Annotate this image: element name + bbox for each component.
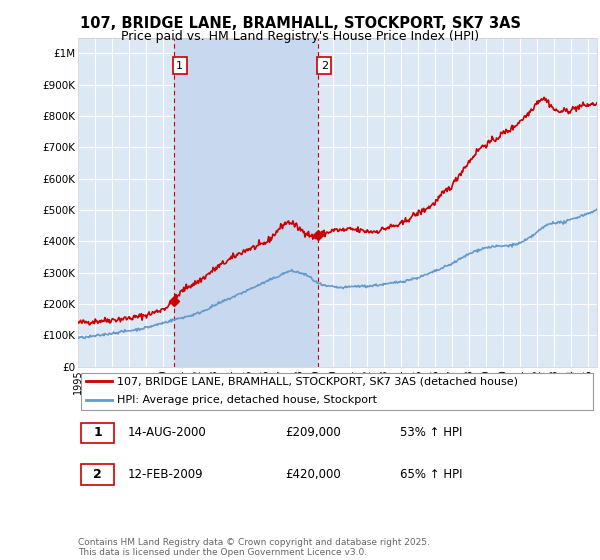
Text: HPI: Average price, detached house, Stockport: HPI: Average price, detached house, Stoc… <box>117 395 377 405</box>
Text: £420,000: £420,000 <box>286 468 341 481</box>
Text: 107, BRIDGE LANE, BRAMHALL, STOCKPORT, SK7 3AS: 107, BRIDGE LANE, BRAMHALL, STOCKPORT, S… <box>79 16 521 31</box>
Text: 65% ↑ HPI: 65% ↑ HPI <box>400 468 462 481</box>
Text: 12-FEB-2009: 12-FEB-2009 <box>127 468 203 481</box>
Text: 53% ↑ HPI: 53% ↑ HPI <box>400 426 462 440</box>
Text: 14-AUG-2000: 14-AUG-2000 <box>127 426 206 440</box>
FancyBboxPatch shape <box>80 423 115 443</box>
Text: 1: 1 <box>176 60 183 71</box>
FancyBboxPatch shape <box>80 464 115 484</box>
Text: Price paid vs. HM Land Registry's House Price Index (HPI): Price paid vs. HM Land Registry's House … <box>121 30 479 43</box>
Text: Contains HM Land Registry data © Crown copyright and database right 2025.
This d: Contains HM Land Registry data © Crown c… <box>78 538 430 557</box>
Text: 2: 2 <box>320 60 328 71</box>
FancyBboxPatch shape <box>80 373 593 410</box>
Text: 1: 1 <box>93 426 102 440</box>
Text: £209,000: £209,000 <box>286 426 341 440</box>
Bar <box>173 38 318 367</box>
Text: 2: 2 <box>93 468 102 481</box>
Text: 107, BRIDGE LANE, BRAMHALL, STOCKPORT, SK7 3AS (detached house): 107, BRIDGE LANE, BRAMHALL, STOCKPORT, S… <box>117 376 518 386</box>
